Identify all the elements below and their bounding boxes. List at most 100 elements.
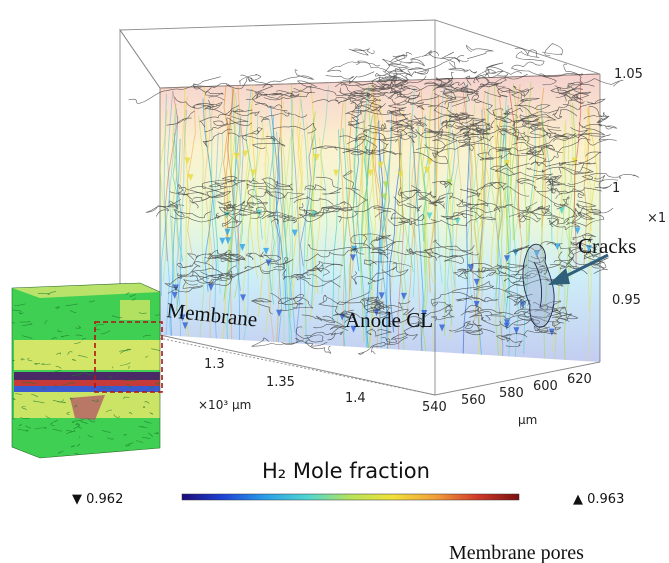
pore-strand xyxy=(277,294,305,305)
streamline xyxy=(485,86,497,210)
pore-strand xyxy=(295,326,324,343)
pore-strand xyxy=(370,248,391,260)
pore-strand xyxy=(385,119,437,138)
pore-strand xyxy=(553,133,577,142)
inset-block xyxy=(11,282,163,459)
pore-strand xyxy=(166,110,195,126)
pore-strand xyxy=(337,205,383,223)
streamline xyxy=(476,138,484,291)
pore-strand xyxy=(408,304,451,325)
pore-strand xyxy=(485,263,528,278)
pore-strand xyxy=(247,189,275,218)
pore-strand xyxy=(558,166,594,175)
streamline xyxy=(508,88,521,229)
streamline xyxy=(405,88,424,325)
colorbar: H₂ Mole fraction ▼ 0.962 ▲ 0.963 xyxy=(72,459,624,507)
flow-cone xyxy=(265,259,272,267)
fiber-strand xyxy=(127,348,132,351)
flow-cone xyxy=(548,328,555,336)
streamline xyxy=(434,85,445,284)
pore-strand xyxy=(542,73,583,86)
pore-strand xyxy=(348,47,375,56)
pore-strand xyxy=(504,283,533,303)
streamline xyxy=(573,80,582,272)
pore-strand xyxy=(304,249,355,262)
streamline xyxy=(348,123,360,298)
pore-strand xyxy=(345,105,382,118)
pore-strand xyxy=(381,333,409,343)
streamline xyxy=(223,120,236,301)
pore-strand xyxy=(570,127,609,146)
streamline xyxy=(279,101,292,276)
pore-strand xyxy=(245,94,283,109)
flow-cone xyxy=(503,322,510,330)
pore-strand xyxy=(511,133,545,161)
pore-strand xyxy=(503,275,537,286)
pore-strand xyxy=(398,213,425,224)
fiber-strand xyxy=(66,411,70,415)
pore-strand xyxy=(484,62,504,78)
fiber-strand xyxy=(69,310,76,314)
pore-strand xyxy=(405,115,459,125)
pore-strand xyxy=(270,292,304,311)
streamline xyxy=(398,133,409,296)
fiber-strand xyxy=(53,419,58,423)
pore-strand xyxy=(559,243,584,259)
pore-strand xyxy=(275,90,315,98)
colorbar-max-label: ▲ 0.963 xyxy=(573,492,624,507)
streamline xyxy=(320,85,329,294)
fiber-strand xyxy=(77,425,83,429)
streamline xyxy=(412,126,420,298)
pore-strand xyxy=(301,314,349,332)
pore-strand xyxy=(514,105,557,124)
pore-strand xyxy=(567,175,619,185)
pore-strand xyxy=(393,132,417,143)
fiber-strand xyxy=(78,436,81,438)
fiber-strand xyxy=(142,437,151,439)
pore-strand xyxy=(214,177,259,189)
pore-strand xyxy=(406,248,417,255)
pore-strand xyxy=(526,166,562,174)
flow-cone xyxy=(182,322,189,330)
fiber-strand xyxy=(80,420,88,424)
streamline xyxy=(361,115,374,252)
pore-strand xyxy=(225,74,256,90)
pore-strand xyxy=(547,128,566,139)
pore-strand xyxy=(366,85,421,98)
pore-strand xyxy=(484,87,514,98)
pore-strand xyxy=(300,206,347,222)
pore-strand xyxy=(371,336,408,355)
pore-strand xyxy=(539,304,559,312)
pore-strand xyxy=(167,199,185,210)
pore-strand xyxy=(475,268,497,276)
pore-strand xyxy=(381,74,402,99)
pore-strand xyxy=(590,257,609,274)
streamline xyxy=(421,115,429,242)
pore-strand xyxy=(476,152,497,161)
streamline xyxy=(160,110,168,282)
pore-strand xyxy=(317,297,361,318)
pore-strand xyxy=(451,77,490,107)
pore-strand xyxy=(407,57,469,71)
crack-region xyxy=(522,243,555,328)
pore-strand xyxy=(552,319,562,331)
pore-strand xyxy=(458,112,474,120)
pore-strand xyxy=(363,259,393,266)
pore-strand xyxy=(172,281,203,293)
fiber-strand xyxy=(95,324,104,327)
flow-cone xyxy=(467,264,474,272)
fiber-strand xyxy=(74,341,81,344)
fiber-strand xyxy=(41,363,51,365)
flow-cone xyxy=(397,171,404,179)
pore-strand xyxy=(441,119,471,130)
flow-cone xyxy=(574,227,581,235)
fiber-strand xyxy=(142,426,148,429)
streamline xyxy=(184,83,192,362)
fiber-strand xyxy=(75,334,83,337)
fiber-strand xyxy=(52,400,66,404)
pore-strand xyxy=(347,94,367,110)
flow-cone xyxy=(423,166,430,174)
fiber-strand xyxy=(155,382,160,385)
pore-strand xyxy=(298,202,319,215)
fiber-strand xyxy=(12,397,16,401)
